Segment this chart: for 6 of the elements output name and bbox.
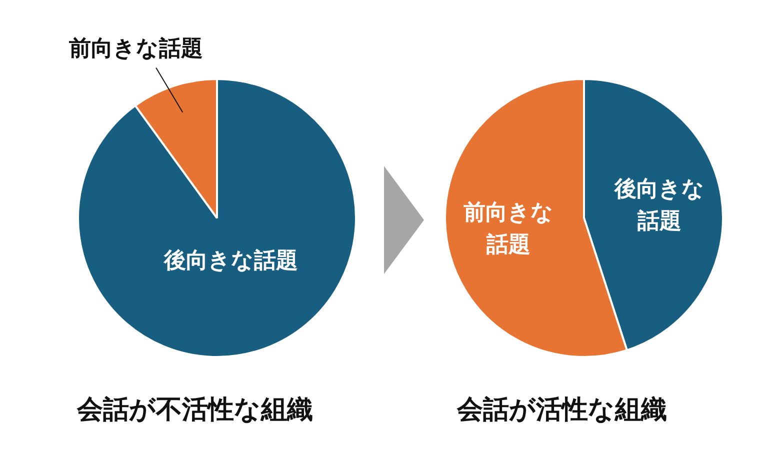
slice-label: 後向きな話題 [163,248,298,274]
slice-label: 前向きな話題 [462,200,554,258]
slice-label: 前向きな話題 [68,36,204,62]
text: 会話が不活性な組織 [76,394,314,427]
slice-label: 後向きな話題 [614,176,705,234]
text: 会話が活性な組織 [456,394,668,427]
